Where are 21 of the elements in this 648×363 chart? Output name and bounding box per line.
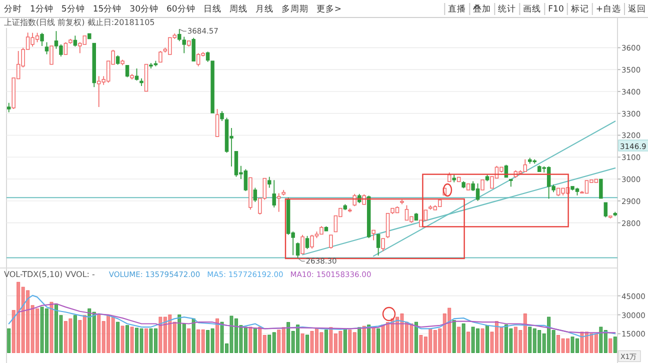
- text: 15分钟: [92, 4, 122, 14]
- text: 画线: [523, 4, 542, 14]
- text: 60分钟: [166, 4, 196, 14]
- text: 日线: [203, 4, 222, 14]
- chart-title: VOL-TDX(5,10) VVOL: -: [4, 270, 96, 279]
- text: 叠加: [473, 4, 492, 14]
- text: 5分钟: [61, 4, 85, 14]
- chart-title: 上证指数(日线 前复权) 截止日:20181105: [4, 18, 155, 27]
- text: 标记: [570, 4, 589, 14]
- text: 1分钟: [30, 4, 54, 14]
- text: 统计: [498, 4, 516, 14]
- text: 多周期: [281, 4, 308, 14]
- text: 返回: [628, 4, 646, 14]
- text: 月线: [255, 4, 274, 14]
- text: +自选: [596, 4, 621, 14]
- text: 周线: [229, 4, 248, 14]
- text: 分时: [4, 4, 22, 14]
- text: 直播: [448, 4, 466, 14]
- text: 更多>: [316, 4, 342, 14]
- text: 30分钟: [130, 4, 158, 14]
- text: F10: [548, 4, 564, 14]
